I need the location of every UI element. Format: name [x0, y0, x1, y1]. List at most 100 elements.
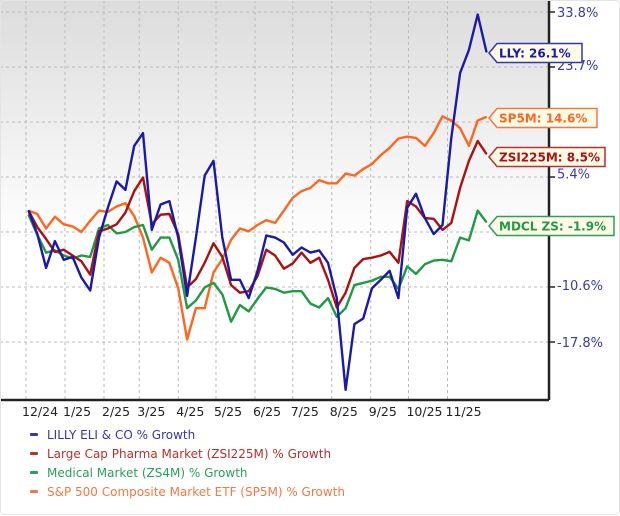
- data-point: [327, 182, 329, 184]
- data-point: [239, 279, 241, 281]
- end-value-callouts: LLY: 26.1% SP5M: 14.6% ZSI225M: 8.5% MDCL Z…: [488, 42, 615, 237]
- data-point: [274, 222, 276, 224]
- data-point: [283, 268, 285, 270]
- data-point: [212, 242, 215, 244]
- data-point: [353, 323, 355, 325]
- data-point: [318, 306, 320, 309]
- data-point: [406, 136, 408, 138]
- y-tick-label: 5.4%: [557, 168, 590, 183]
- data-point: [274, 236, 276, 239]
- data-point: [63, 259, 65, 261]
- x-tick-labels: 12/24 1/25 2/25 3/25 4/25 5/25 6/25 7/25 8/25 9/2…: [22, 404, 482, 419]
- data-point: [36, 226, 38, 228]
- data-point: [424, 145, 426, 147]
- callout-label: ZSI225M: 8.5%: [499, 151, 600, 165]
- data-point: [204, 174, 206, 177]
- data-point: [177, 259, 179, 261]
- legend-item-sp5m[interactable]: S&P 500 Composite Market ETF (SP5M) % Gr…: [30, 482, 345, 501]
- data-point: [45, 238, 47, 240]
- x-tick-label: 12/24: [22, 404, 58, 419]
- data-point: [107, 224, 109, 226]
- data-point: [371, 163, 373, 165]
- data-point: [98, 230, 100, 232]
- data-point: [318, 249, 320, 252]
- data-point: [300, 246, 303, 249]
- legend-label: Large Cap Pharma Market (ZSI225M) % Grow…: [47, 446, 332, 461]
- data-point: [115, 205, 118, 208]
- data-point: [36, 233, 38, 235]
- data-point: [133, 226, 135, 228]
- x-tick-label: 1/25: [63, 404, 91, 419]
- callout-2: MDCL ZS: -1.9%: [488, 215, 615, 237]
- data-point: [362, 317, 364, 320]
- data-point: [415, 205, 417, 208]
- data-point: [115, 180, 118, 182]
- data-point: [212, 282, 215, 284]
- data-point: [327, 279, 329, 281]
- callout-label: LLY: 26.1%: [499, 47, 571, 61]
- data-point: [344, 173, 347, 175]
- data-point: [98, 236, 100, 239]
- x-tick-label: 4/25: [176, 404, 204, 419]
- data-point: [168, 262, 171, 264]
- data-point: [309, 302, 311, 305]
- data-point: [115, 232, 118, 234]
- data-point: [415, 137, 417, 139]
- data-point: [406, 265, 408, 268]
- data-point: [441, 259, 444, 261]
- callout-0: LLY: 26.1%: [488, 42, 583, 64]
- data-point: [265, 249, 267, 251]
- data-point: [424, 263, 426, 265]
- x-tick-label: 9/25: [369, 404, 397, 419]
- data-point: [406, 200, 408, 202]
- data-point: [151, 271, 153, 273]
- data-point: [124, 212, 126, 214]
- callout-label: MDCL ZS: -1.9%: [499, 220, 606, 234]
- data-point: [265, 286, 267, 289]
- data-point: [380, 276, 382, 278]
- data-point: [283, 241, 285, 244]
- data-point: [230, 239, 232, 241]
- data-point: [107, 227, 109, 230]
- data-point: [371, 279, 373, 282]
- data-point: [142, 176, 144, 179]
- data-point: [389, 270, 391, 272]
- data-point: [239, 304, 241, 306]
- legend-item-lly[interactable]: LILLY ELI & CO % Growth: [30, 425, 345, 444]
- callout-1: ZSI225M: 8.5%: [488, 146, 606, 168]
- data-point: [441, 115, 444, 117]
- data-point: [459, 72, 461, 74]
- data-point: [450, 260, 452, 262]
- data-point: [80, 260, 82, 262]
- legend-item-zsi225m[interactable]: Large Cap Pharma Market (ZSI225M) % Grow…: [30, 444, 345, 463]
- data-point: [98, 209, 100, 212]
- data-point: [485, 51, 488, 53]
- data-point: [230, 321, 232, 323]
- data-point: [142, 236, 144, 239]
- data-point: [353, 267, 355, 269]
- data-point: [54, 216, 56, 218]
- data-point: [309, 251, 311, 254]
- data-point: [450, 222, 452, 224]
- data-point: [45, 227, 47, 230]
- data-point: [477, 13, 479, 16]
- data-point: [336, 182, 338, 184]
- data-point: [186, 338, 188, 341]
- legend-label: LILLY ELI & CO % Growth: [47, 427, 196, 442]
- x-tick-label: 2/25: [102, 404, 130, 419]
- legend-item-zs4m[interactable]: Medical Market (ZS4M) % Growth: [30, 463, 345, 482]
- data-point: [274, 288, 276, 290]
- x-tick-label: 5/25: [214, 404, 242, 419]
- data-point: [441, 224, 444, 226]
- callout-3: SP5M: 14.6%: [488, 107, 598, 129]
- data-point: [433, 233, 435, 235]
- legend-swatch: [30, 433, 38, 436]
- data-point: [459, 236, 461, 239]
- data-point: [204, 286, 206, 289]
- callout-box: [488, 42, 583, 64]
- data-point: [133, 215, 135, 217]
- data-point: [177, 236, 179, 239]
- data-point: [477, 209, 479, 212]
- data-point: [415, 273, 417, 275]
- series-lines: [27, 13, 488, 391]
